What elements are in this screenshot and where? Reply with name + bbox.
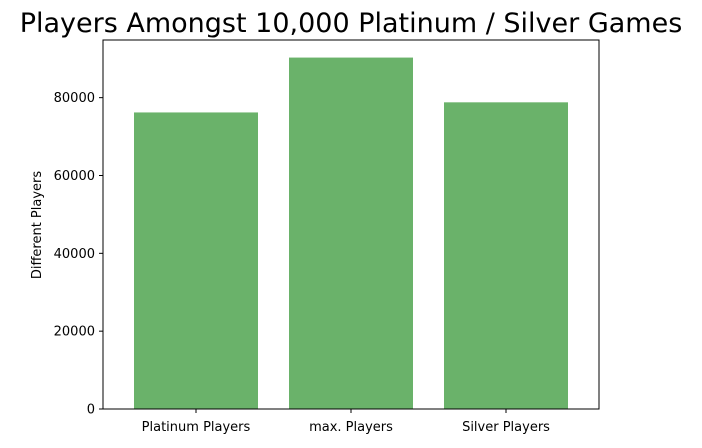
x-tick-label: max. Players	[309, 420, 393, 435]
y-tick-label: 20000	[54, 325, 95, 340]
y-tick-label: 40000	[54, 247, 95, 262]
y-tick-label: 80000	[54, 91, 95, 106]
y-axis-ticks: 0 20000 40000 60000 80000	[54, 91, 103, 418]
bar-silver-players	[444, 102, 568, 410]
chart-title: Players Amongst 10,000 Platinum / Silver…	[20, 8, 683, 39]
x-tick-label: Silver Players	[462, 420, 550, 435]
y-tick-label: 60000	[54, 169, 95, 184]
y-axis-label: Different Players	[30, 171, 45, 280]
bar-platinum-players	[134, 112, 258, 410]
x-axis-ticks: Platinum Players max. Players Silver Playe…	[142, 409, 550, 435]
bars-group	[134, 57, 568, 410]
bar-max-players	[289, 57, 413, 409]
y-tick-label: 0	[87, 403, 95, 418]
x-tick-label: Platinum Players	[142, 420, 251, 435]
